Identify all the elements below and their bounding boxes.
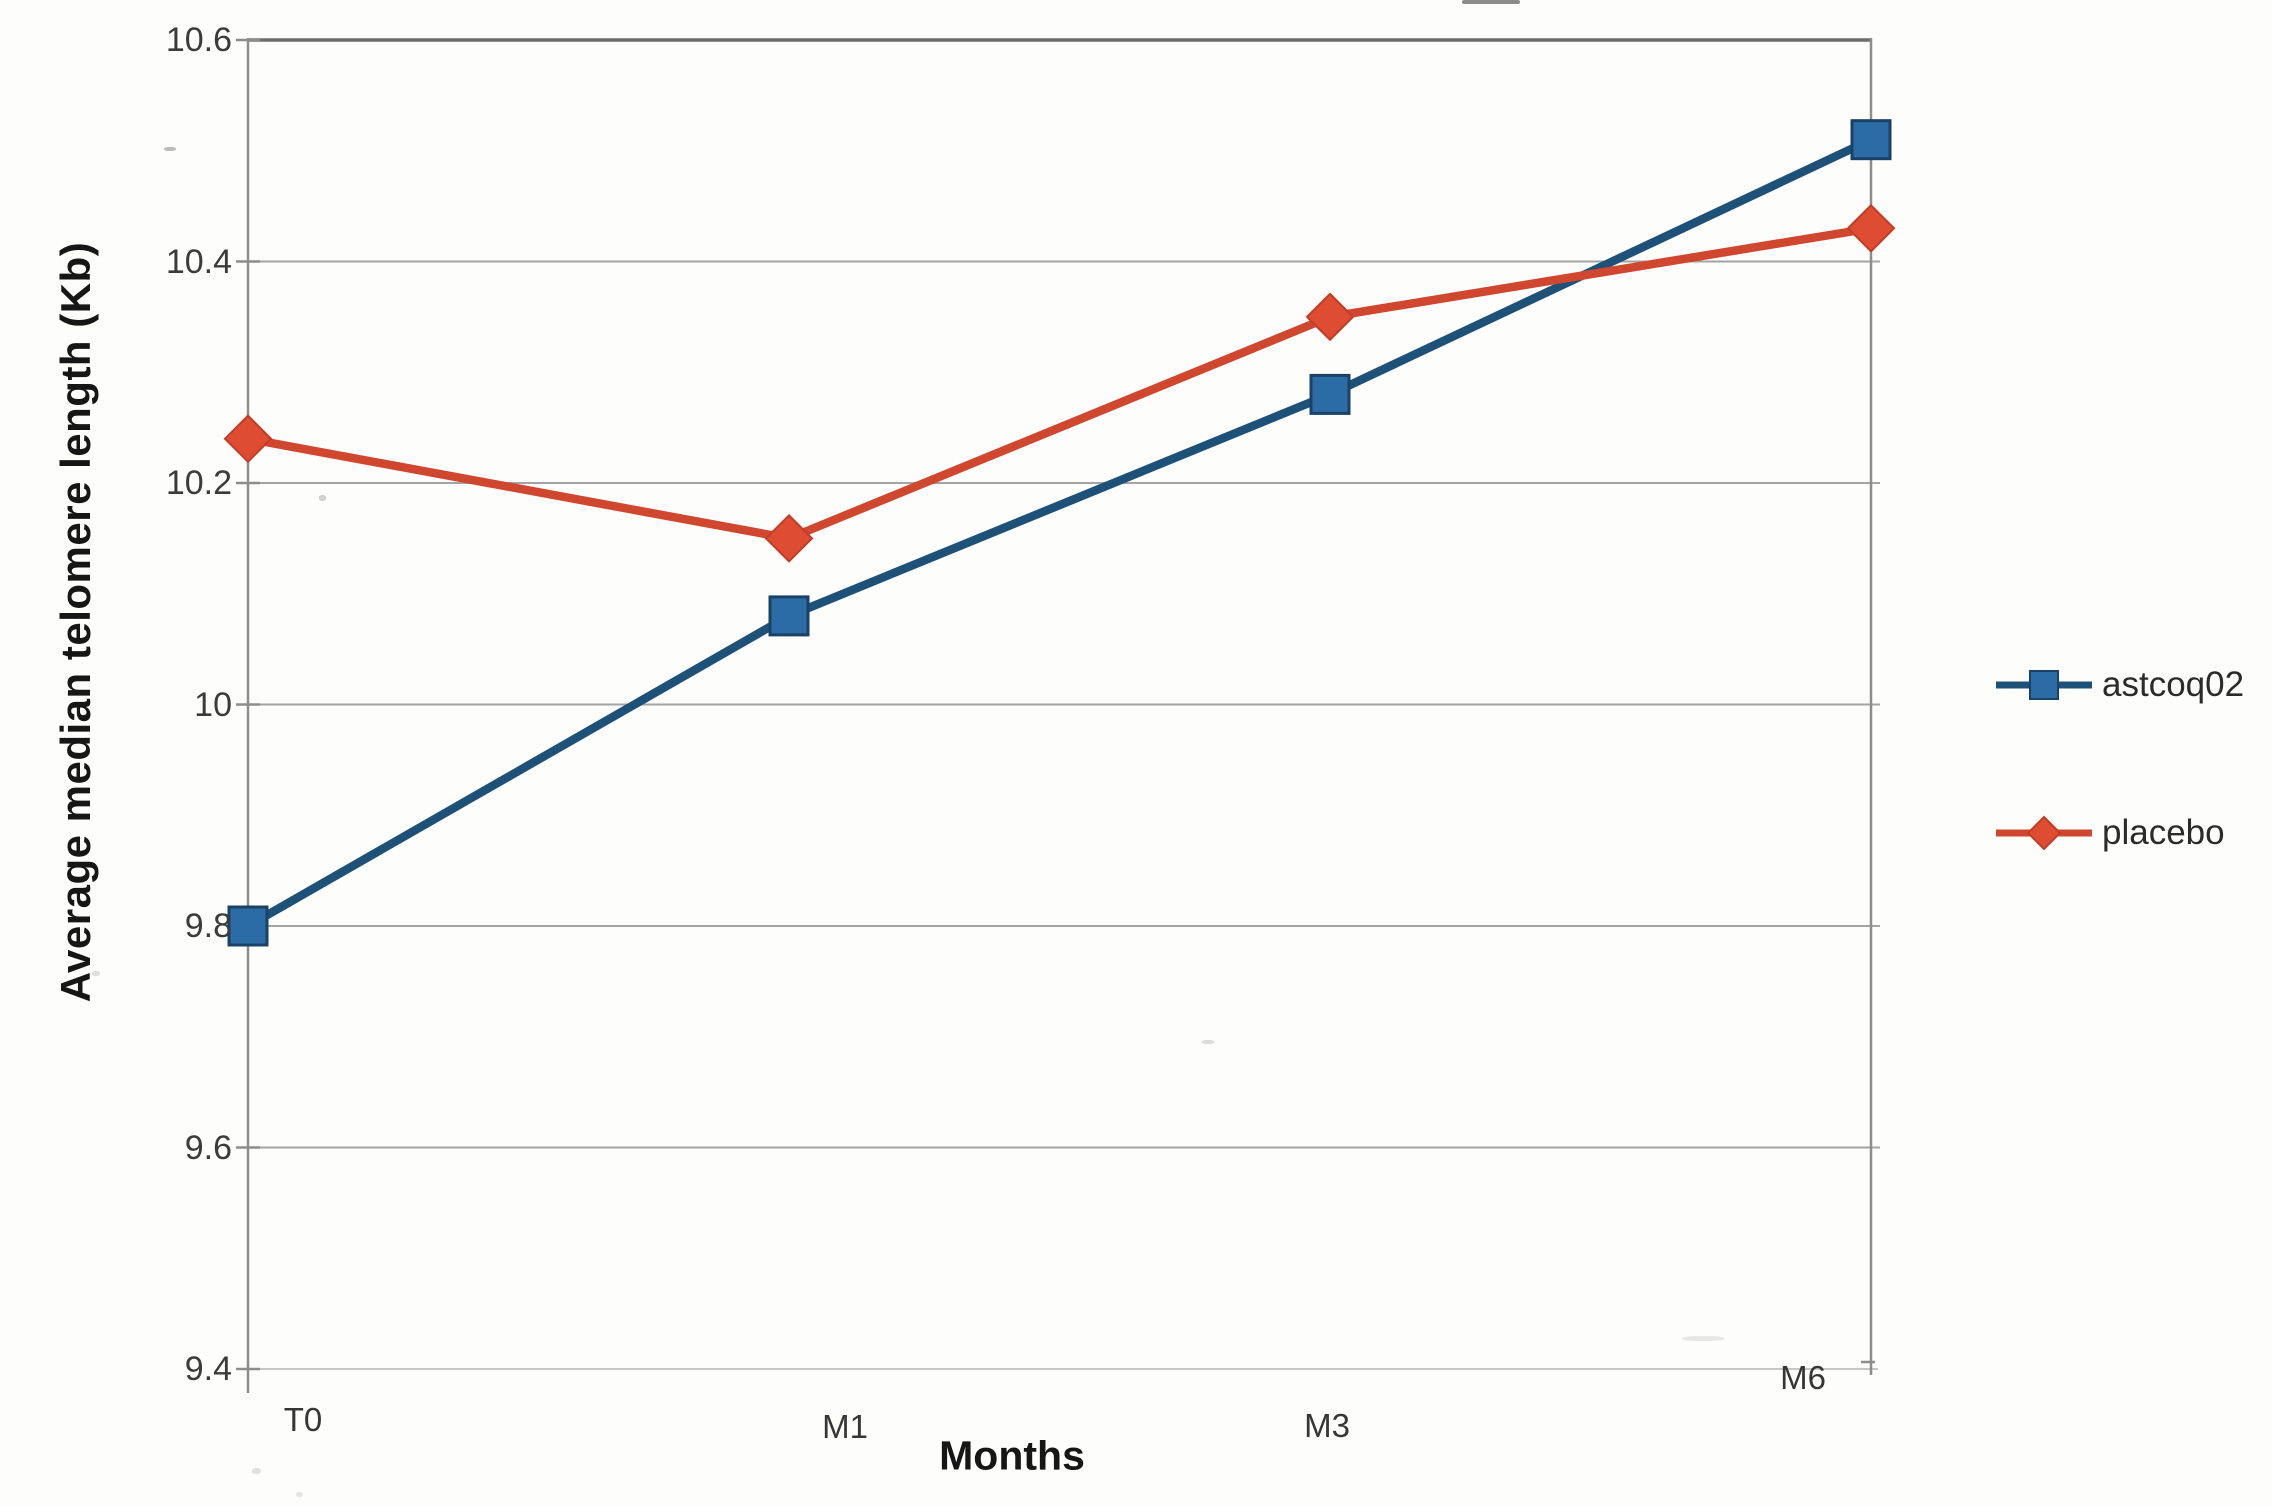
marker-placebo-M1 xyxy=(764,513,814,563)
y-axis-title: Average median telomere length (Kb) xyxy=(52,241,99,1003)
legend-entry-astcoq02: astcoq02 xyxy=(1994,661,2244,709)
y-tick-label-10.4: 10.4 xyxy=(165,242,232,281)
marker-astcoq02-M3 xyxy=(1309,373,1351,415)
series-line-placebo xyxy=(243,224,1876,543)
marker-astcoq02-T0 xyxy=(227,905,269,947)
y-tick-label-9.8: 9.8 xyxy=(184,907,232,945)
series-line-astcoq02 xyxy=(243,135,1876,931)
legend-entry-placebo: placebo xyxy=(1994,809,2225,857)
x-tick-label-M1: M1 xyxy=(822,1408,868,1445)
x-tick-label-T0: T0 xyxy=(283,1401,323,1438)
legend-marker-shape xyxy=(2029,670,2059,700)
marker-placebo-M3 xyxy=(1305,292,1355,342)
scan-speck xyxy=(319,495,326,501)
scan-speck xyxy=(1682,1336,1724,1341)
scan-speck xyxy=(92,971,100,976)
x-tick-label-M6: M6 xyxy=(1780,1359,1826,1396)
marker-placebo-M6 xyxy=(1846,203,1896,253)
marker-placebo-T0 xyxy=(223,414,273,464)
scan-speck xyxy=(1202,1040,1214,1044)
scan-speck xyxy=(164,147,176,151)
scan-speck xyxy=(252,1468,261,1474)
y-tick-label-10.2: 10.2 xyxy=(165,464,232,502)
marker-astcoq02-M1 xyxy=(768,595,810,637)
y-tick-label-10.6: 10.6 xyxy=(165,21,232,59)
legend-marker-shape xyxy=(2026,815,2062,851)
legend-label-astcoq02: astcoq02 xyxy=(2102,665,2245,704)
cropped-title-remnant xyxy=(1462,0,1520,4)
legend-label-placebo: placebo xyxy=(2102,813,2225,852)
y-tick-label-10: 10 xyxy=(194,685,232,724)
scan-speck xyxy=(296,1492,303,1497)
x-axis-title: Months xyxy=(939,1432,1085,1479)
y-tick-label-9.4: 9.4 xyxy=(184,1350,232,1388)
legend-marker-placebo-icon xyxy=(1996,815,2092,851)
marker-astcoq02-M6 xyxy=(1850,119,1892,161)
x-tick-label-M3: M3 xyxy=(1304,1407,1350,1444)
legend-marker-astcoq02-icon xyxy=(1996,670,2092,700)
y-tick-label-9.6: 9.6 xyxy=(184,1128,232,1167)
